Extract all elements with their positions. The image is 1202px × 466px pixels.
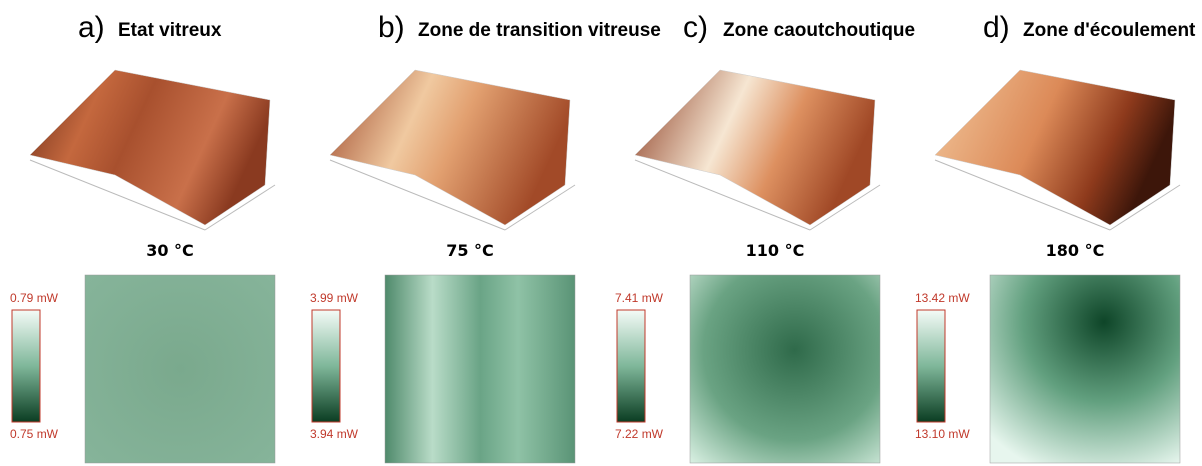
panel-letter: a): [78, 11, 105, 44]
scale-max: 0.79 mW: [10, 291, 59, 305]
thermal-map: [85, 275, 275, 463]
colorbar: [617, 310, 645, 422]
panel-letter: c): [683, 11, 708, 44]
scale-max: 13.42 mW: [915, 291, 970, 305]
surface-3d: [635, 70, 875, 225]
colorbar: [312, 310, 340, 422]
scale-min: 3.94 mW: [310, 427, 359, 441]
thermal-map: [385, 275, 575, 463]
temperature: 110 °C: [746, 241, 805, 260]
thermal-map: [990, 275, 1180, 463]
panel-title: Zone caoutchoutique: [723, 20, 915, 41]
temperature: 75 °C: [446, 241, 494, 260]
scale-max: 7.41 mW: [615, 291, 664, 305]
scale-min: 0.75 mW: [10, 427, 59, 441]
colorbar: [917, 310, 945, 422]
surface-3d: [935, 70, 1175, 225]
figure: a) Etat vitreux 30 °C 0.79 mW 0.75 mW b) Zone …: [0, 0, 1202, 466]
scale-min: 13.10 mW: [915, 427, 970, 441]
thermal-map: [690, 275, 880, 463]
panel-title: Zone de transition vitreuse: [418, 20, 661, 41]
panel-letter: b): [378, 11, 405, 44]
scale-max: 3.99 mW: [310, 291, 359, 305]
surface-3d: [330, 70, 570, 225]
panel-letter: d): [983, 11, 1010, 44]
colorbar: [12, 310, 40, 422]
temperature: 30 °C: [146, 241, 194, 260]
panel-title: Zone d'écoulement: [1023, 20, 1196, 41]
surface-3d: [30, 70, 270, 225]
temperature: 180 °C: [1046, 241, 1105, 260]
scale-min: 7.22 mW: [615, 427, 664, 441]
panel-title: Etat vitreux: [118, 20, 222, 41]
